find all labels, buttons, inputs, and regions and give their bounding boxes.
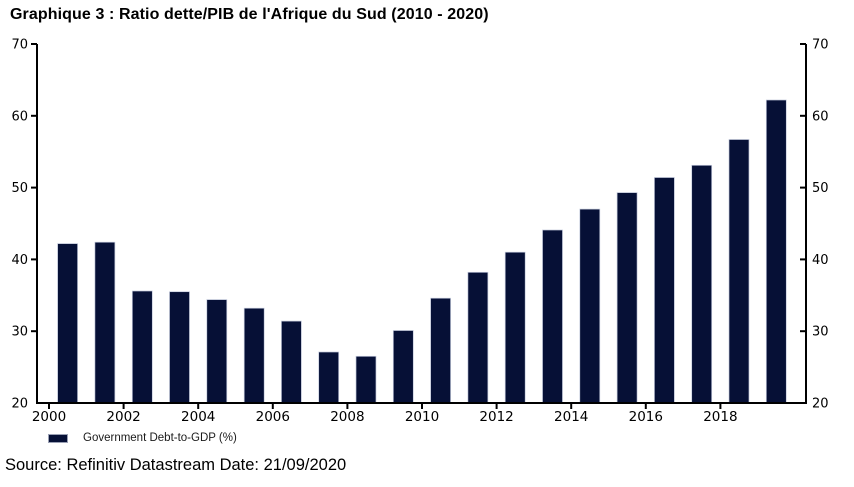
y-axis-label-right: 40 (812, 253, 829, 268)
y-axis-label-left: 20 (11, 397, 28, 412)
source-line: Source: Refinitiv Datastream Date: 21/09… (5, 456, 347, 474)
bar-2018 (728, 139, 750, 404)
x-axis-label: 2004 (181, 409, 215, 425)
y-axis-label-left: 50 (11, 181, 28, 196)
bar-2004 (206, 299, 228, 404)
x-axis-label: 2014 (554, 409, 588, 425)
x-axis-label: 2016 (629, 409, 663, 425)
bar-2013 (542, 229, 563, 404)
legend: Government Debt-to-GDP (%) (48, 431, 237, 445)
x-axis-label: 2002 (106, 409, 140, 425)
y-axis-label-right: 60 (812, 109, 829, 124)
bar-2002 (131, 290, 153, 404)
x-axis-label: 2010 (405, 409, 439, 425)
chart-canvas: 20 20 30 30 40 40 50 50 60 60 70 70 2000 2002 2004 2006… (11, 38, 829, 426)
y-axis-label-left: 60 (11, 109, 28, 124)
x-axis-label: 2018 (703, 409, 737, 425)
bar-2001 (94, 241, 116, 404)
y-axis-label-left: 40 (11, 253, 28, 268)
y-axis-label-right: 70 (812, 38, 829, 53)
bar-2009 (392, 330, 414, 404)
y-axis-label-right: 20 (812, 397, 829, 412)
bar-2008 (355, 355, 377, 404)
bar-2010 (430, 297, 451, 404)
y-axis-label-left: 30 (11, 325, 28, 340)
x-axis-label: 2000 (32, 409, 66, 425)
chart-title: Graphique 3 : Ratio dette/PIB de l'Afriq… (10, 6, 489, 23)
y-axis-label-right: 50 (812, 181, 829, 196)
x-axis-label: 2006 (256, 409, 290, 425)
chart-plot: 20 20 30 30 40 40 50 50 60 60 70 70 2000 2002 2004 2006… (0, 30, 854, 430)
bar-2005 (243, 307, 265, 404)
legend-label: Government Debt-to-GDP (%) (83, 432, 237, 444)
y-axis-label-right: 30 (812, 325, 829, 340)
x-axis-label: 2008 (330, 409, 364, 425)
bar-2017 (691, 164, 713, 404)
bar-2003 (169, 291, 190, 404)
bar-2012 (504, 251, 526, 404)
bar-2006 (281, 320, 302, 404)
bar-2015 (616, 192, 638, 404)
bar-2007 (318, 351, 340, 404)
legend-swatch-icon (48, 433, 68, 443)
bar-2016 (654, 177, 675, 404)
bar-2019 (765, 99, 787, 404)
y-axis-label-left: 70 (11, 38, 28, 53)
x-axis-label: 2012 (479, 409, 513, 425)
bar-2011 (467, 271, 489, 404)
bar-2000 (57, 243, 78, 404)
bar-2014 (579, 208, 601, 404)
